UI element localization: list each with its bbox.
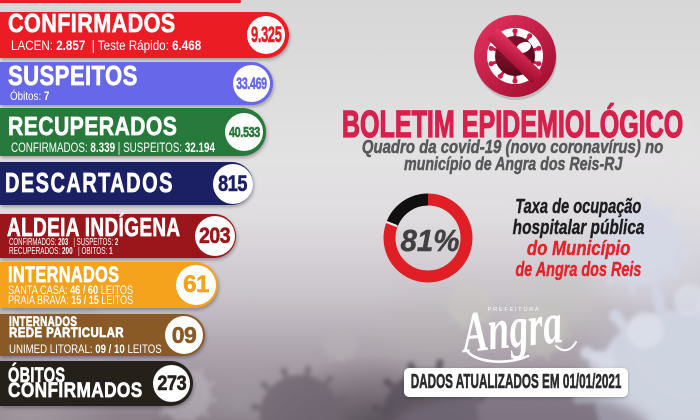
svg-text:Angra: Angra — [457, 290, 566, 365]
svg-text:PREFEITURA: PREFEITURA — [488, 307, 541, 313]
